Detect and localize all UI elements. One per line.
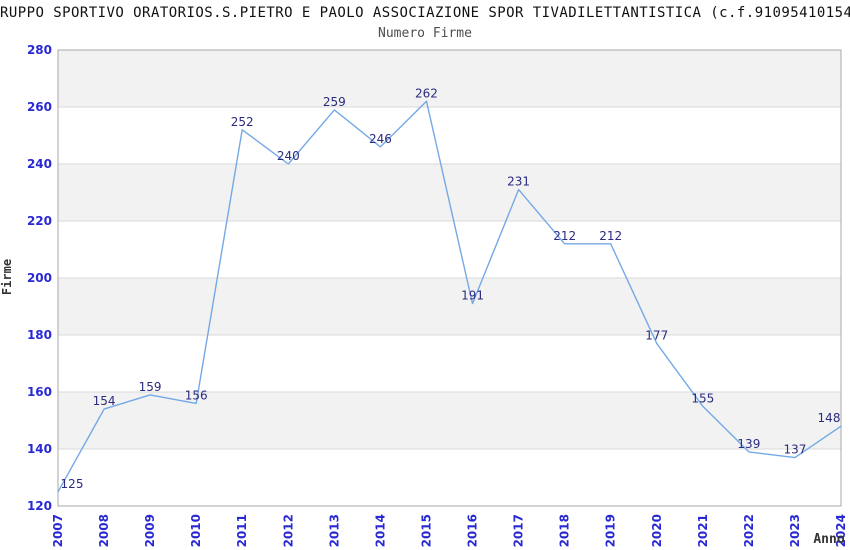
chart-title: RUPPO SPORTIVO ORATORIOS.S.PIETRO E PAOL… (0, 5, 850, 21)
x-tick-label: 2009 (143, 514, 157, 547)
value-label: 155 (691, 391, 714, 405)
y-tick-label: 280 (27, 43, 52, 57)
value-label: 154 (93, 394, 116, 408)
y-tick-label: 180 (27, 328, 52, 342)
value-label: 212 (599, 229, 622, 243)
value-label: 240 (277, 149, 300, 163)
y-tick-label: 140 (27, 442, 52, 456)
y-tick-label: 240 (27, 157, 52, 171)
plot-band (58, 278, 841, 335)
x-tick-label: 2022 (742, 514, 756, 547)
value-label: 159 (139, 380, 162, 394)
plot-border (57, 49, 842, 507)
x-tick-label: 2007 (51, 514, 65, 547)
series-line (57, 100, 842, 493)
value-label: 156 (185, 388, 208, 402)
value-label: 137 (783, 443, 806, 457)
y-tick-label: 220 (27, 214, 52, 228)
x-axis-title: Anno (813, 532, 844, 547)
y-tick-label: 160 (27, 385, 52, 399)
x-tick-label: 2020 (650, 514, 664, 547)
y-tick-label: 200 (27, 271, 52, 285)
value-label: 252 (231, 115, 254, 129)
value-label: 262 (415, 86, 438, 100)
plot-band (58, 392, 841, 449)
x-tick-label: 2015 (419, 514, 433, 547)
value-label: 231 (507, 175, 530, 189)
y-axis-title: Firme (0, 259, 14, 295)
x-tick-label: 2011 (235, 514, 249, 547)
y-tick-label: 260 (27, 100, 52, 114)
x-tick-label: 2010 (189, 514, 203, 547)
chart-subtitle: Numero Firme (378, 26, 472, 41)
x-tick-label: 2017 (512, 514, 526, 547)
x-tick-label: 2016 (466, 514, 480, 547)
value-label: 212 (553, 229, 576, 243)
x-tick-label: 2012 (281, 514, 295, 547)
plot-band (58, 164, 841, 221)
x-tick-label: 2018 (558, 514, 572, 547)
value-label: 148 (818, 411, 841, 425)
x-tick-label: 2013 (327, 514, 341, 547)
x-tick-label: 2008 (97, 514, 111, 547)
value-label: 139 (737, 437, 760, 451)
x-tick-label: 2023 (788, 514, 802, 547)
value-label: 125 (61, 477, 84, 491)
x-tick-label: 2014 (373, 514, 387, 547)
value-label: 177 (645, 329, 668, 343)
x-tick-label: 2019 (604, 514, 618, 547)
value-label: 259 (323, 95, 346, 109)
plot-band (58, 50, 841, 107)
x-tick-label: 2021 (696, 514, 710, 547)
y-tick-label: 120 (27, 499, 52, 513)
x-tick-label: 2024 (834, 514, 848, 547)
value-label: 191 (461, 289, 484, 303)
value-label: 246 (369, 132, 392, 146)
